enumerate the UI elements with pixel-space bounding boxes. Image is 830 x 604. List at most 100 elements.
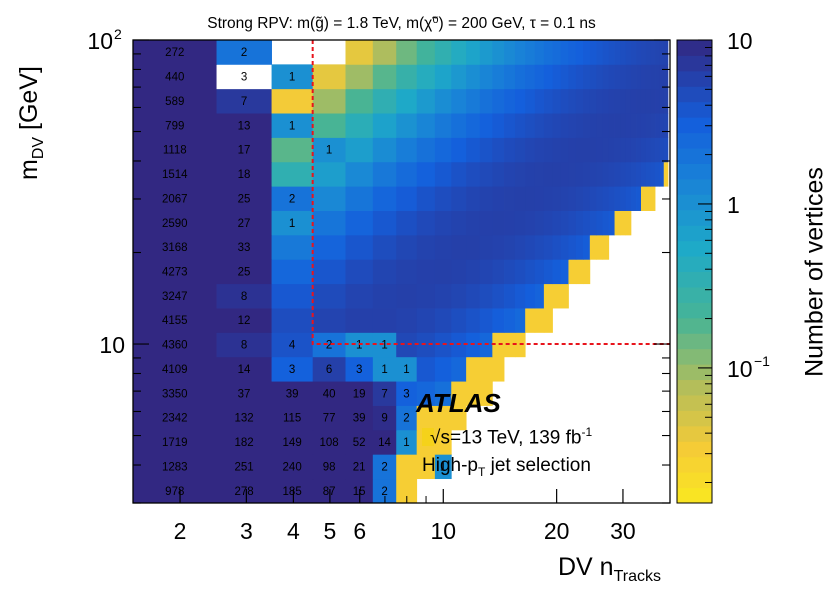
heatmap-cell (655, 64, 660, 90)
heatmap-cell (596, 186, 604, 211)
x-tick-label: 20 (544, 518, 570, 544)
cell-count-label: 3 (356, 364, 362, 376)
heatmap-cell (608, 137, 615, 163)
heatmap-cell (543, 113, 553, 138)
heatmap-cell (650, 88, 656, 114)
heatmap-cell (396, 405, 418, 431)
heatmap-cell (372, 113, 397, 138)
cell-count-label: 1 (289, 72, 295, 84)
heatmap-cell (271, 429, 314, 455)
cell-count-label: 799 (165, 120, 184, 132)
x-tick-label: 30 (610, 518, 636, 544)
selection-label: High-pT jet selection (422, 455, 591, 479)
heatmap-cell (625, 210, 632, 236)
heatmap-cell (575, 88, 584, 114)
heatmap-cell (451, 283, 467, 309)
heatmap-cell (133, 454, 217, 480)
cell-count-label: 12 (238, 315, 251, 327)
cell-count-label: 8 (241, 340, 247, 352)
heatmap-cell (575, 64, 584, 90)
heatmap-cell (560, 64, 569, 90)
heatmap-cell (216, 356, 272, 382)
cell-count-label: 1 (403, 364, 409, 376)
heatmap-cell (133, 64, 217, 90)
heatmap-cell (479, 259, 493, 285)
cell-count-label: 7 (241, 96, 247, 108)
heatmap-cell (630, 64, 637, 90)
heatmap-cell (466, 161, 481, 187)
heatmap-cell (640, 186, 647, 211)
heatmap-cell (492, 259, 505, 285)
heatmap-cell (575, 234, 584, 260)
heatmap-cell (608, 40, 615, 65)
heatmap-cell (451, 64, 467, 90)
heatmap-cell (479, 308, 493, 333)
y-tick-label: 10 (87, 28, 113, 54)
colorbar-segment (677, 364, 712, 381)
z-tick-label: 10 (727, 356, 753, 382)
heatmap-cell (543, 259, 553, 285)
heatmap-cell (434, 137, 452, 163)
heatmap-cell (589, 40, 597, 65)
heatmap-cell (602, 210, 610, 236)
cell-count-label: 2342 (162, 413, 188, 425)
cell-count-label: 2 (289, 193, 295, 205)
energy-luminosity-label: √s=13 TeV, 139 fb-1 (422, 425, 592, 449)
heatmap-cell (568, 137, 577, 163)
heatmap-cell (451, 88, 467, 114)
heatmap-cell (133, 405, 217, 431)
heatmap-cell (434, 113, 452, 138)
heatmap-cell (504, 308, 516, 333)
heatmap-cell (543, 186, 553, 211)
heatmap-cell (525, 308, 536, 333)
heatmap-cell (620, 137, 627, 163)
heatmap-cell (589, 186, 597, 211)
cell-count-label: 1 (289, 120, 295, 132)
heatmap-cell (434, 283, 452, 309)
heatmap-cell (608, 64, 615, 90)
heatmap-cell (451, 186, 467, 211)
heatmap-cell (596, 137, 604, 163)
heatmap-cell (372, 259, 397, 285)
heatmap-cell (560, 137, 569, 163)
heatmap-cell (504, 283, 516, 309)
heatmap-cell (504, 64, 516, 90)
x-tick-label: 3 (240, 518, 253, 544)
heatmap-cell (271, 478, 314, 504)
heatmap-cell (345, 259, 374, 285)
heatmap-cell (434, 381, 452, 406)
cell-count-label: 1283 (162, 461, 188, 473)
heatmap-cell (614, 210, 621, 236)
heatmap-cell (589, 137, 597, 163)
heatmap-cell (560, 210, 569, 236)
heatmap-cell (312, 259, 346, 285)
heatmap-cell (583, 113, 591, 138)
heatmap-cell (640, 40, 647, 65)
heatmap-cell (216, 186, 272, 211)
heatmap-cell (583, 186, 591, 211)
heatmap-cell (589, 161, 597, 187)
heatmap-cell (372, 478, 397, 504)
cell-labels: 9781283171923423350410943604155324742733… (162, 47, 446, 498)
heatmap-cell (271, 381, 314, 406)
heatmap-cell (663, 113, 669, 138)
heatmap-cell (396, 137, 418, 163)
heatmap-cell (514, 113, 526, 138)
heatmap-cell (534, 308, 545, 333)
heatmap-cell (525, 259, 536, 285)
heatmap-cell (620, 113, 627, 138)
heatmap-cell (372, 186, 397, 211)
cell-count-label: 25 (238, 267, 251, 279)
cell-count-label: 589 (165, 96, 184, 108)
cell-count-label: 2 (403, 413, 409, 425)
heatmap-cell (534, 234, 545, 260)
heatmap-cell (312, 113, 346, 138)
heatmap-cell (543, 88, 553, 114)
heatmap-cell (525, 88, 536, 114)
heatmap-cell (504, 40, 516, 65)
heatmap-cell (636, 137, 642, 163)
heatmap-cell (504, 332, 516, 358)
heatmap-cell (575, 40, 584, 65)
heatmap-cell (479, 234, 493, 260)
heatmap-cell (625, 88, 632, 114)
